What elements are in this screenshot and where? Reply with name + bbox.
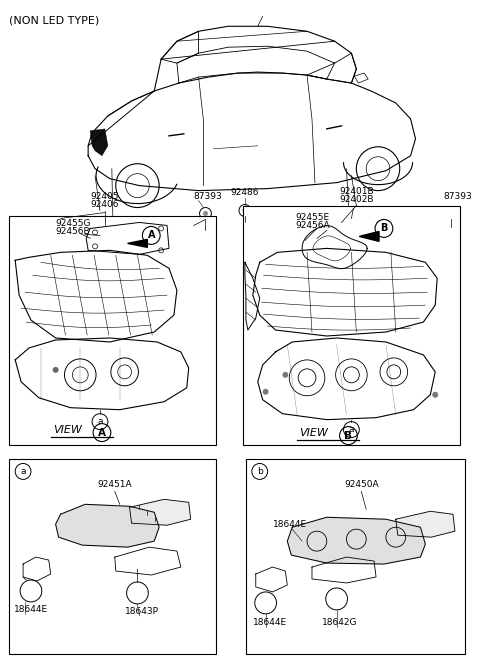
Text: a: a — [20, 467, 26, 476]
Polygon shape — [56, 504, 159, 547]
Text: 18643P: 18643P — [125, 607, 158, 616]
Text: 92402B: 92402B — [339, 195, 373, 204]
Circle shape — [242, 208, 247, 213]
Text: 92486: 92486 — [231, 187, 259, 197]
Polygon shape — [396, 511, 455, 537]
Text: 87393: 87393 — [193, 192, 222, 200]
Text: (NON LED TYPE): (NON LED TYPE) — [9, 15, 99, 26]
Circle shape — [263, 389, 269, 394]
Text: B: B — [345, 431, 352, 441]
Text: 18644E: 18644E — [273, 520, 307, 529]
Polygon shape — [288, 517, 425, 564]
Polygon shape — [128, 239, 147, 247]
Circle shape — [448, 211, 454, 216]
Text: A: A — [147, 230, 155, 241]
Text: VIEW: VIEW — [299, 427, 328, 437]
Text: 92456A: 92456A — [295, 222, 330, 230]
Circle shape — [203, 211, 208, 216]
Text: VIEW: VIEW — [53, 425, 82, 435]
Text: 92455G: 92455G — [56, 220, 91, 228]
Text: 92406: 92406 — [91, 200, 119, 208]
Text: 92456B: 92456B — [56, 227, 90, 237]
Bar — [9, 460, 216, 654]
Text: 18642G: 18642G — [322, 618, 357, 627]
Circle shape — [432, 392, 438, 398]
Text: 92405: 92405 — [91, 192, 119, 200]
Text: 18644E: 18644E — [253, 618, 287, 627]
Text: B: B — [380, 224, 388, 233]
Text: a: a — [97, 417, 103, 426]
Polygon shape — [360, 231, 379, 241]
Bar — [9, 216, 216, 445]
Circle shape — [53, 367, 59, 373]
Text: 87393: 87393 — [443, 192, 472, 200]
Text: 92451A: 92451A — [97, 480, 132, 489]
Text: b: b — [257, 467, 263, 476]
Polygon shape — [130, 499, 191, 526]
Text: 92450A: 92450A — [344, 480, 379, 489]
Bar — [246, 460, 465, 654]
Text: A: A — [98, 427, 106, 437]
Text: a: a — [348, 425, 354, 434]
Polygon shape — [90, 129, 108, 156]
Text: 92455E: 92455E — [295, 214, 329, 222]
Bar — [243, 206, 460, 445]
Text: 92401B: 92401B — [339, 187, 373, 196]
Circle shape — [282, 372, 288, 378]
Text: 18644E: 18644E — [14, 605, 48, 614]
